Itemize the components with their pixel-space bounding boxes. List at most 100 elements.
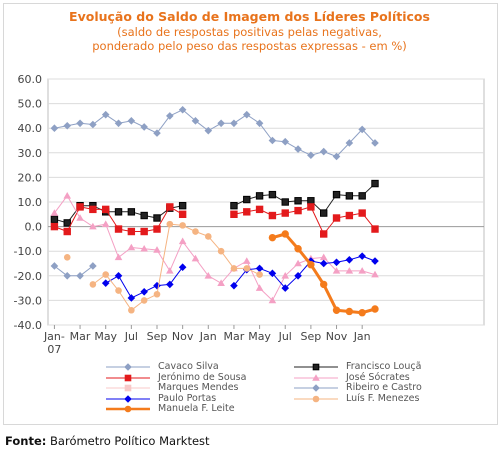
data-point-cavaco-silva (345, 139, 354, 147)
data-point-paulo-portas (127, 294, 136, 302)
line-chart: 60.0 50.0 40.0 30.0 20.0 10.0 0.0 -10.0 -20.0 -30… (14, 73, 485, 356)
data-point-jeronimo-de-sousa (281, 209, 289, 217)
data-point-jeronimo-de-sousa (371, 225, 379, 233)
data-point-jeronimo-de-sousa (127, 227, 136, 236)
data-point-luis-f-menezes (102, 271, 110, 278)
data-point-jose-socrates (217, 279, 225, 286)
x-tick-label: Nov (172, 330, 194, 343)
source-label: Fonte: (5, 434, 47, 448)
series-luis-f-menezes (63, 220, 263, 314)
data-point-francisco-louca (63, 219, 71, 227)
data-point-francisco-louca (178, 201, 187, 210)
data-point-jose-socrates (140, 244, 148, 252)
data-point-jose-socrates (89, 222, 97, 230)
data-point-paulo-portas (140, 287, 148, 296)
x-tick-label: Jul (278, 330, 292, 343)
data-point-jose-socrates (268, 296, 277, 304)
data-point-francisco-louca (50, 215, 59, 223)
x-tick-label: Jan (353, 330, 371, 343)
y-tick-label: -10.0 (14, 245, 42, 258)
data-point-jose-socrates (242, 257, 251, 264)
x-tick-label: Mar (224, 330, 245, 343)
data-point-manuela-f-leite (320, 280, 328, 289)
data-point-cavaco-silva (101, 110, 110, 119)
x-tick-label: Mar (70, 330, 91, 343)
data-point-francisco-louca (307, 197, 315, 205)
data-point-paulo-portas (255, 264, 264, 273)
series-manuela-f-leite (268, 230, 379, 317)
data-point-manuela-f-leite (307, 261, 315, 269)
chart-subtitle-line-2: ponderado pelo peso das respostas expres… (92, 39, 407, 53)
data-point-jose-socrates (114, 253, 123, 261)
data-point-paulo-portas (358, 252, 366, 260)
data-point-cavaco-silva (332, 152, 341, 161)
data-point-luis-f-menezes (140, 297, 148, 304)
data-point-jeronimo-de-sousa (153, 225, 161, 233)
x-tick-label: May (94, 330, 117, 343)
data-point-luis-f-menezes (230, 265, 238, 272)
data-point-jeronimo-de-sousa (102, 205, 110, 214)
data-point-francisco-louca (320, 209, 328, 217)
data-point-jose-socrates (101, 220, 110, 227)
data-point-francisco-louca (127, 208, 136, 216)
data-point-luis-f-menezes (89, 281, 97, 288)
chart-subtitle-line-1: (saldo de respostas positivas pelas nega… (117, 25, 382, 39)
y-tick-label: 20.0 (18, 171, 43, 184)
x-tick-label: Jan- (43, 330, 65, 343)
data-point-cavaco-silva (294, 145, 302, 153)
data-point-jeronimo-de-sousa (345, 211, 354, 220)
series-jeronimo-de-sousa (50, 203, 379, 238)
data-point-jose-socrates (204, 272, 213, 279)
data-point-paulo-portas (268, 269, 277, 278)
data-point-cavaco-silva (217, 119, 225, 128)
data-point-manuela-f-leite (358, 309, 366, 317)
data-point-jeronimo-de-sousa (243, 208, 251, 216)
y-tick-label: 40.0 (18, 122, 43, 135)
data-point-paulo-portas (114, 272, 123, 280)
y-tick-label: -20.0 (14, 270, 42, 283)
data-point-luis-f-menezes (128, 306, 135, 314)
data-point-luis-f-menezes (153, 290, 161, 298)
data-point-cavaco-silva (50, 124, 59, 132)
series-line-luis-f-menezes (92, 223, 260, 311)
data-point-luis-f-menezes (256, 271, 263, 278)
data-point-jeronimo-de-sousa (50, 222, 59, 231)
data-point-luis-f-menezes (63, 254, 71, 261)
data-point-francisco-louca (332, 190, 341, 199)
data-point-paulo-portas (101, 279, 110, 287)
data-point-jose-socrates (127, 243, 136, 251)
data-point-paulo-portas (281, 284, 290, 292)
data-point-jose-socrates (319, 253, 328, 261)
data-point-francisco-louca (140, 211, 148, 220)
data-point-francisco-louca (153, 214, 161, 222)
data-point-manuela-f-leite (294, 245, 302, 253)
data-point-cavaco-silva (268, 136, 277, 145)
data-point-paulo-portas (230, 281, 238, 290)
data-point-ribeiro-e-castro (76, 272, 84, 280)
data-point-cavaco-silva (371, 139, 379, 147)
data-point-jose-socrates (255, 284, 264, 291)
x-tick-label: Nov (326, 330, 348, 343)
data-point-cavaco-silva (242, 110, 251, 119)
data-point-jeronimo-de-sousa (63, 227, 71, 236)
data-point-cavaco-silva (191, 117, 200, 125)
data-point-paulo-portas (294, 272, 302, 280)
data-point-jose-socrates (332, 267, 341, 274)
data-point-jeronimo-de-sousa (294, 206, 302, 215)
series-cavaco-silva (50, 105, 379, 161)
data-point-jeronimo-de-sousa (140, 227, 148, 236)
data-point-cavaco-silva (166, 112, 174, 120)
y-tick-label: 10.0 (18, 196, 43, 209)
data-point-luis-f-menezes (243, 265, 251, 272)
data-point-luis-f-menezes (204, 233, 212, 240)
data-point-manuela-f-leite (332, 306, 341, 314)
data-point-francisco-louca (371, 179, 379, 188)
series-ribeiro-e-castro (50, 262, 97, 280)
data-point-jeronimo-de-sousa (230, 210, 238, 219)
x-tick-label: May (248, 330, 271, 343)
data-point-paulo-portas (371, 257, 379, 265)
source-text: Barómetro Político Marktest (50, 434, 210, 448)
y-tick-label: 60.0 (18, 73, 43, 86)
data-point-francisco-louca (281, 198, 289, 206)
data-point-cavaco-silva (358, 125, 366, 134)
